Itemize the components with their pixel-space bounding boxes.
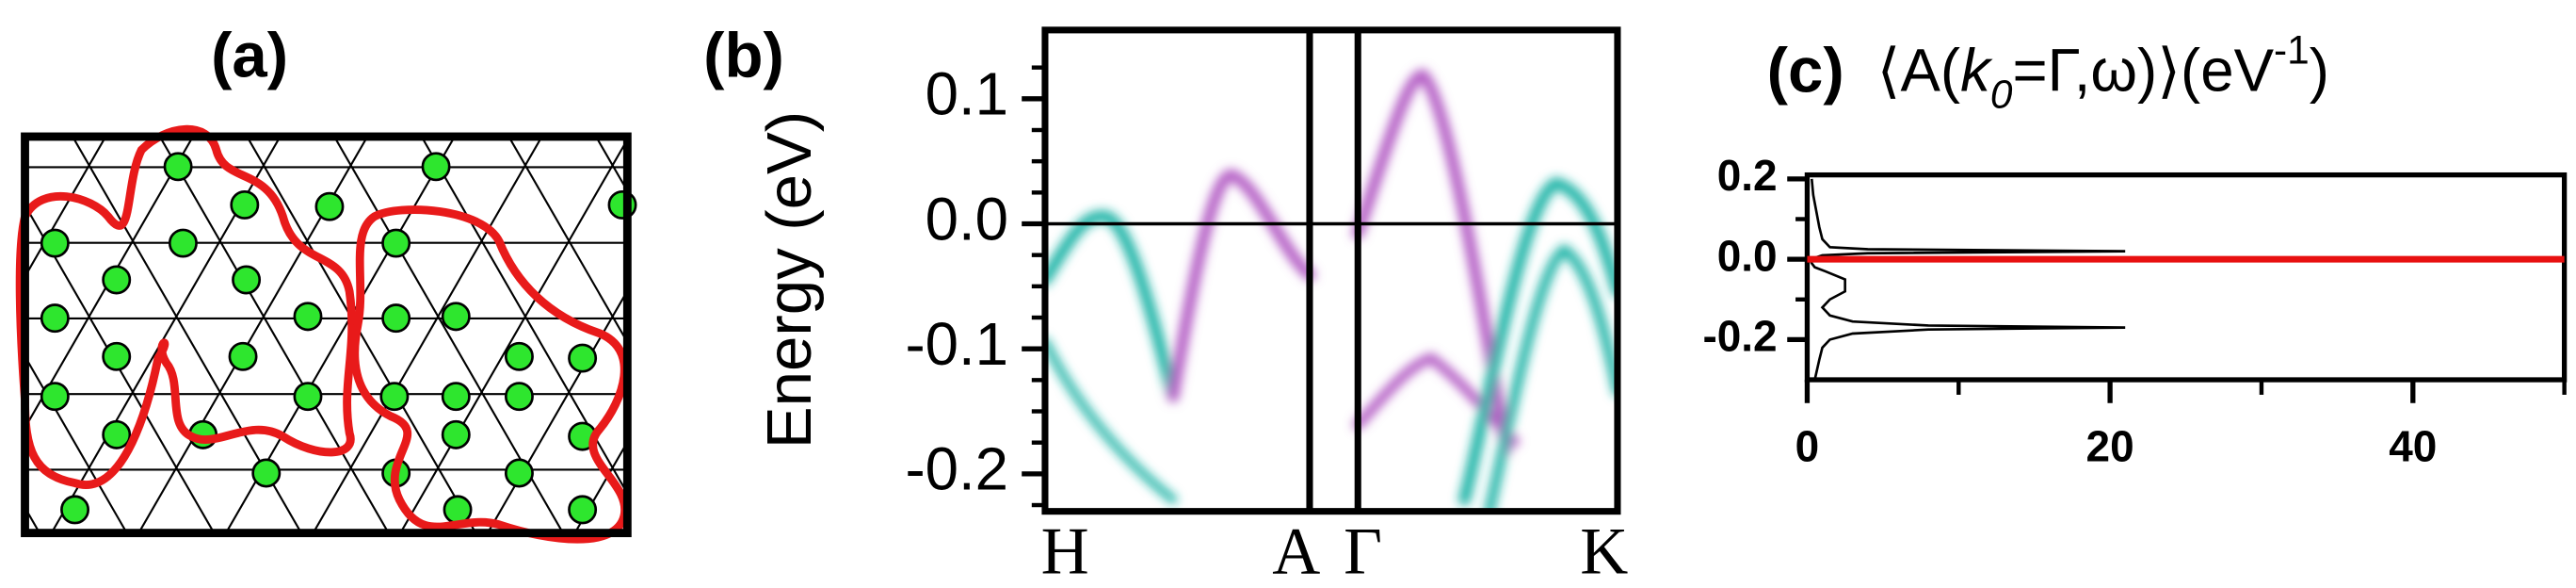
site bbox=[441, 382, 471, 412]
site bbox=[381, 303, 411, 334]
site bbox=[251, 458, 282, 488]
lattice-line bbox=[24, 136, 107, 279]
site bbox=[60, 495, 89, 525]
panel-label: (b) bbox=[703, 20, 784, 90]
title-part: k bbox=[1960, 37, 1993, 104]
x-tick-label: K bbox=[1580, 514, 1628, 588]
y-axis-label: Energy (eV) bbox=[754, 111, 825, 449]
y-tick-label: -0.2 bbox=[1702, 312, 1777, 361]
title-part: ) bbox=[2310, 37, 2329, 104]
lattice-line bbox=[507, 136, 628, 345]
site bbox=[504, 382, 534, 412]
frame bbox=[1041, 26, 1621, 515]
title-part: 0 bbox=[1990, 72, 2013, 116]
spectral-map bbox=[1044, 69, 1618, 512]
site bbox=[230, 189, 260, 220]
lattice-line bbox=[1079, 67, 1367, 566]
site bbox=[568, 343, 598, 373]
band bbox=[1044, 336, 1178, 504]
band bbox=[1352, 69, 1512, 456]
frame bbox=[1804, 172, 2568, 383]
site bbox=[40, 303, 70, 334]
lattice-line bbox=[594, 136, 628, 193]
site bbox=[314, 191, 345, 221]
site bbox=[102, 265, 132, 295]
site bbox=[379, 382, 410, 412]
band bbox=[1484, 243, 1618, 512]
x-tick-label: H bbox=[1041, 514, 1089, 588]
x-tick-label: Γ bbox=[1344, 514, 1382, 588]
panel-a: (a) bbox=[15, 20, 1367, 566]
spectral-line bbox=[1808, 178, 2126, 381]
site bbox=[228, 341, 258, 371]
x-tick-label: A bbox=[1272, 514, 1320, 588]
site bbox=[163, 152, 193, 182]
cluster-outline bbox=[350, 205, 630, 544]
band bbox=[1352, 352, 1520, 447]
title-part: ⟨A( bbox=[1877, 37, 1960, 104]
lattice-line bbox=[573, 439, 628, 533]
lattice-line bbox=[24, 203, 216, 533]
panel-label: (a) bbox=[211, 20, 288, 90]
site bbox=[504, 341, 534, 371]
y-tick-label: -0.2 bbox=[905, 436, 1008, 503]
site bbox=[232, 265, 262, 295]
site bbox=[102, 341, 132, 371]
y-tick-label: 0.1 bbox=[926, 61, 1008, 128]
panel-b: (b) Energy (eV) 0.1 0.0 -0.1 -0.2 H A Γ K bbox=[703, 20, 1628, 588]
frame bbox=[21, 132, 632, 538]
y-tick-label: 0.2 bbox=[1717, 151, 1778, 200]
site bbox=[102, 419, 132, 449]
lattice-line bbox=[332, 136, 565, 533]
x-tick-label: 0 bbox=[1795, 421, 1820, 470]
x-tick-label: 40 bbox=[2389, 421, 2437, 470]
lattice-line bbox=[158, 136, 390, 533]
site bbox=[441, 419, 471, 449]
band bbox=[1044, 210, 1180, 402]
title-part: =Γ,ω)⟩(eV bbox=[2013, 37, 2275, 104]
site bbox=[293, 302, 323, 332]
x-tick-label: 20 bbox=[2086, 421, 2134, 470]
site bbox=[504, 458, 534, 488]
lattice-line bbox=[24, 136, 195, 431]
site bbox=[568, 495, 598, 525]
site bbox=[443, 495, 473, 525]
y-tick-label: 0.0 bbox=[926, 186, 1008, 253]
panel-c: (c) ⟨A(k0=Γ,ω)⟩(eV-1) 0.20.0-0.20 20 40 bbox=[1702, 27, 2568, 470]
site bbox=[168, 228, 198, 258]
site bbox=[421, 152, 451, 182]
site bbox=[381, 228, 411, 258]
site bbox=[441, 302, 471, 332]
chart-title: ⟨A(k0=Γ,ω)⟩(eV-1) bbox=[1877, 27, 2329, 116]
y-tick-label: -0.1 bbox=[905, 311, 1008, 378]
panel-label: (c) bbox=[1767, 35, 1844, 106]
band bbox=[1458, 176, 1618, 506]
site bbox=[40, 382, 70, 412]
y-tick-label: 0.0 bbox=[1717, 231, 1778, 280]
band bbox=[1167, 169, 1316, 402]
lattice-line bbox=[1079, 67, 1367, 566]
title-part: -1 bbox=[2274, 27, 2310, 72]
site bbox=[607, 189, 637, 220]
site bbox=[40, 228, 70, 258]
lattice-line bbox=[420, 136, 628, 496]
site bbox=[293, 382, 323, 412]
